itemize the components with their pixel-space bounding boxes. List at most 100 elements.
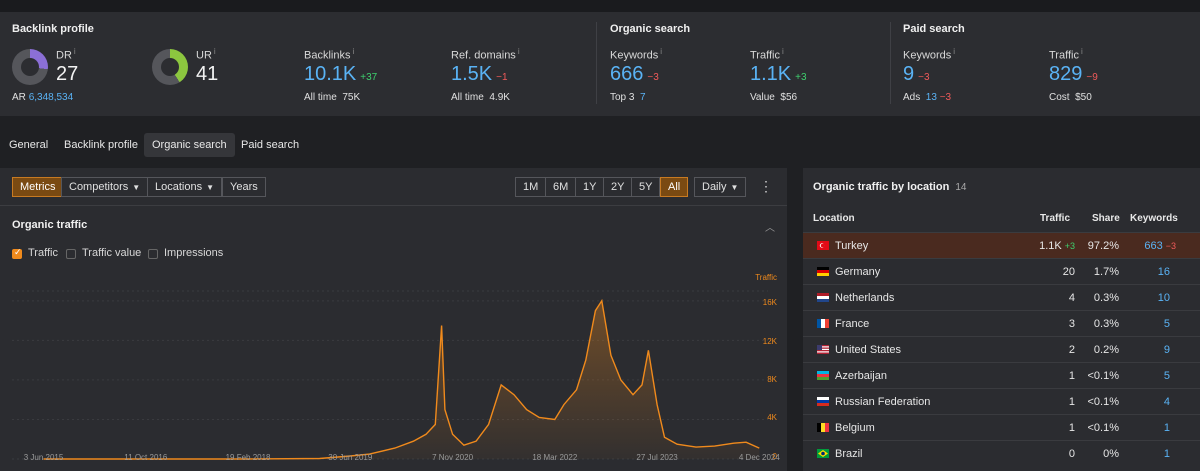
range-1y-button[interactable]: 1Y — [575, 177, 605, 197]
backlinks-label[interactable]: Backlinks i — [304, 47, 355, 62]
ur-label[interactable]: UR i — [196, 47, 216, 62]
traffic-checkbox[interactable] — [12, 247, 22, 259]
backlinks-value[interactable]: 10.1K +37 — [304, 63, 378, 85]
traffic-header[interactable]: Traffic — [1040, 213, 1071, 224]
metrics-button[interactable]: Metrics — [12, 177, 64, 197]
location-name[interactable]: Turkey — [835, 240, 869, 252]
paid-traffic-value[interactable]: 829 −9 — [1049, 63, 1098, 85]
more-options-icon[interactable]: ⋮ — [759, 178, 773, 194]
paid-traffic-label[interactable]: Traffic i — [1049, 47, 1083, 62]
location-name[interactable]: Germany — [835, 266, 881, 278]
location-count: 14 — [955, 182, 967, 193]
turkey-flag-icon — [817, 241, 829, 250]
locations-dropdown[interactable]: Locations ▼ — [147, 177, 223, 197]
competitors-dropdown[interactable]: Competitors ▼ — [61, 177, 149, 197]
location-name[interactable]: United States — [835, 344, 902, 356]
ar-value[interactable]: 6,348,534 — [28, 92, 74, 103]
ref-domains-label[interactable]: Ref. domains i — [451, 47, 520, 62]
toolbar-divider — [0, 205, 787, 206]
location-keywords[interactable]: 1 — [1163, 448, 1170, 460]
ref-domains-value[interactable]: 1.5K −1 — [451, 63, 508, 85]
location-row[interactable]: Brazil 0 0% 1 — [803, 440, 1200, 466]
location-keywords[interactable]: 16 — [1157, 266, 1170, 278]
organic-keywords-value[interactable]: 666 −3 — [610, 63, 659, 85]
location-keywords[interactable]: 1 — [1163, 422, 1170, 434]
paid-keywords-value[interactable]: 9 −3 — [903, 63, 930, 85]
range-2y-button[interactable]: 2Y — [603, 177, 633, 197]
france-flag-icon — [817, 319, 829, 328]
y-axis-title: Traffic — [755, 273, 777, 282]
y-tick-label: 16K — [762, 298, 777, 307]
tab-paid-search[interactable]: Paid search — [241, 139, 300, 151]
tab-backlink-profile[interactable]: Backlink profile — [64, 139, 138, 151]
traffic-value-checkbox-label[interactable]: Traffic value — [82, 247, 142, 259]
organic-traffic-value[interactable]: 1.1K +3 — [750, 63, 807, 85]
y-tick-label: 12K — [762, 337, 777, 346]
x-tick-label: 3 Jun 2015 — [23, 453, 64, 462]
dr-donut-icon — [12, 49, 48, 85]
location-row[interactable]: United States 2 0.2% 9 — [803, 336, 1200, 362]
location-name[interactable]: Belgium — [835, 422, 875, 434]
tab-general[interactable]: General — [9, 139, 49, 151]
divider — [596, 22, 597, 104]
location-share: <0.1% — [1087, 422, 1120, 434]
ur-value: 41 — [196, 63, 219, 85]
location-name[interactable]: Brazil — [835, 448, 863, 460]
location-header[interactable]: Location — [813, 213, 855, 224]
location-share: <0.1% — [1087, 396, 1120, 408]
traffic-value-checkbox[interactable] — [66, 249, 76, 259]
brazil-flag-icon — [817, 449, 829, 458]
organic-traffic-label[interactable]: Traffic i — [750, 47, 784, 62]
location-share: 0.2% — [1093, 344, 1119, 356]
location-name[interactable]: Azerbaijan — [835, 370, 887, 382]
range-1m-button[interactable]: 1M — [515, 177, 547, 197]
location-row[interactable]: Russian Federation 1 <0.1% 4 — [803, 388, 1200, 414]
location-row[interactable]: Germany 20 1.7% 16 — [803, 258, 1200, 284]
location-row[interactable]: Turkey 1.1K +3 97.2% 663 −3 — [803, 232, 1200, 258]
tab-organic-search[interactable]: Organic search — [144, 133, 235, 157]
caret-down-icon: ▼ — [206, 183, 215, 192]
location-row[interactable]: Azerbaijan 1 <0.1% 5 — [803, 362, 1200, 388]
location-name[interactable]: Netherlands — [835, 292, 895, 304]
y-tick-label: 0 — [772, 452, 777, 461]
range-5y-button[interactable]: 5Y — [631, 177, 661, 197]
location-row[interactable]: France 3 0.3% 5 — [803, 310, 1200, 336]
share-header[interactable]: Share — [1092, 213, 1120, 224]
location-traffic: 20 — [1062, 266, 1075, 278]
impressions-checkbox[interactable] — [148, 249, 158, 259]
ar-row: AR 6,348,534 — [12, 92, 74, 103]
location-keywords[interactable]: 9 — [1163, 344, 1170, 356]
range-all-button[interactable]: All — [660, 177, 689, 197]
years-button[interactable]: Years — [222, 177, 266, 197]
organic-keywords-label[interactable]: Keywords i — [610, 47, 663, 62]
location-name[interactable]: France — [835, 318, 870, 330]
location-keywords[interactable]: 10 — [1157, 292, 1170, 304]
location-row[interactable]: Belgium 1 <0.1% 1 — [803, 414, 1200, 440]
impressions-checkbox-label[interactable]: Impressions — [164, 247, 224, 259]
dr-label[interactable]: DR i — [56, 47, 76, 62]
location-keywords[interactable]: 4 — [1163, 396, 1170, 408]
paid-keywords-label[interactable]: Keywords i — [903, 47, 956, 62]
ref-domains-alltime: All time 4.9K — [451, 92, 510, 103]
location-keywords[interactable]: 5 — [1163, 318, 1170, 330]
us-flag-icon — [817, 345, 829, 354]
top3-row: Top 3 7 — [610, 92, 646, 103]
range-6m-button[interactable]: 6M — [545, 177, 577, 197]
traffic-area — [43, 300, 760, 459]
keywords-header[interactable]: Keywords — [1130, 213, 1178, 224]
location-name[interactable]: Russian Federation — [835, 396, 931, 408]
organic-traffic-chart — [12, 290, 768, 460]
location-share: 97.2% — [1087, 240, 1119, 252]
location-keywords[interactable]: 5 — [1163, 370, 1170, 382]
location-panel: Organic traffic by location 14 Location T… — [803, 168, 1200, 471]
traffic-checkbox-label[interactable]: Traffic — [28, 247, 58, 259]
interval-dropdown[interactable]: Daily ▼ — [694, 177, 747, 197]
top-strip — [0, 0, 1200, 12]
collapse-chevron-icon[interactable]: ︿ — [765, 223, 775, 234]
location-keywords[interactable]: 663 −3 — [1144, 240, 1176, 252]
location-row[interactable]: Netherlands 4 0.3% 10 — [803, 284, 1200, 310]
traffic-line — [43, 298, 760, 460]
location-traffic: 3 — [1068, 318, 1075, 330]
location-share: 1.7% — [1093, 266, 1119, 278]
location-traffic: 4 — [1068, 292, 1075, 304]
